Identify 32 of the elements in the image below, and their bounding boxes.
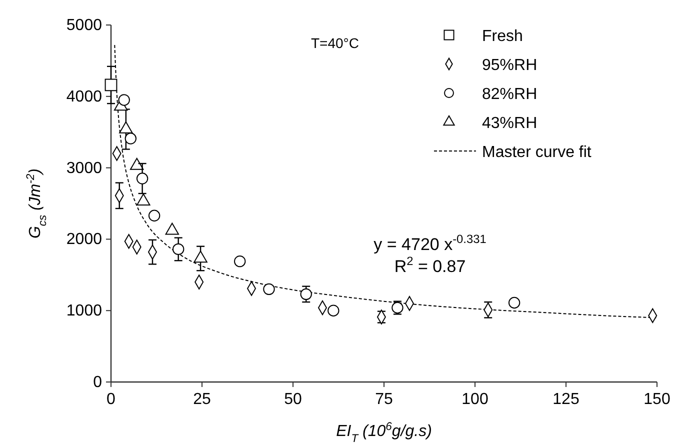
point — [263, 283, 275, 296]
point — [172, 243, 184, 256]
x-tick-label: 125 — [552, 391, 580, 408]
point — [118, 94, 130, 106]
point — [148, 210, 160, 222]
y-tick-label: 0 — [93, 374, 102, 391]
legend-label: Fresh — [482, 28, 523, 45]
x-tick-label: 0 — [106, 391, 116, 408]
legend-label: 43%RH — [482, 115, 538, 132]
annotation: y = 4720 x$^{-0.331}$ — [374, 232, 487, 254]
legend-label: 82%RH — [482, 86, 538, 103]
point — [508, 296, 520, 309]
x-tick-label: 150 — [644, 391, 670, 408]
x-tick-label: 100 — [462, 391, 488, 408]
point — [104, 78, 118, 92]
point — [234, 255, 246, 268]
x-tick-label: 75 — [375, 391, 393, 408]
y-tick-label: 2000 — [66, 231, 102, 248]
point — [328, 304, 340, 316]
legend-label: 95%RH — [482, 57, 538, 74]
annotation: T=40°C — [310, 35, 360, 51]
x-tick-label: 50 — [284, 391, 302, 408]
y-tick-label: 5000 — [66, 17, 102, 34]
x-tick-label: 25 — [193, 391, 211, 408]
x-axis-title: EI$_{T}$ (10$^{6}$g/g.s) — [336, 421, 432, 445]
y-tick-label: 4000 — [66, 88, 102, 106]
legend-label: Master curve fit — [482, 144, 592, 161]
point — [300, 288, 312, 300]
y-tick-label: 1000 — [66, 302, 102, 320]
y-tick-label: 3000 — [66, 160, 102, 177]
annotation: R$^{2}$ = 0.87 — [394, 254, 466, 276]
point — [136, 172, 148, 184]
